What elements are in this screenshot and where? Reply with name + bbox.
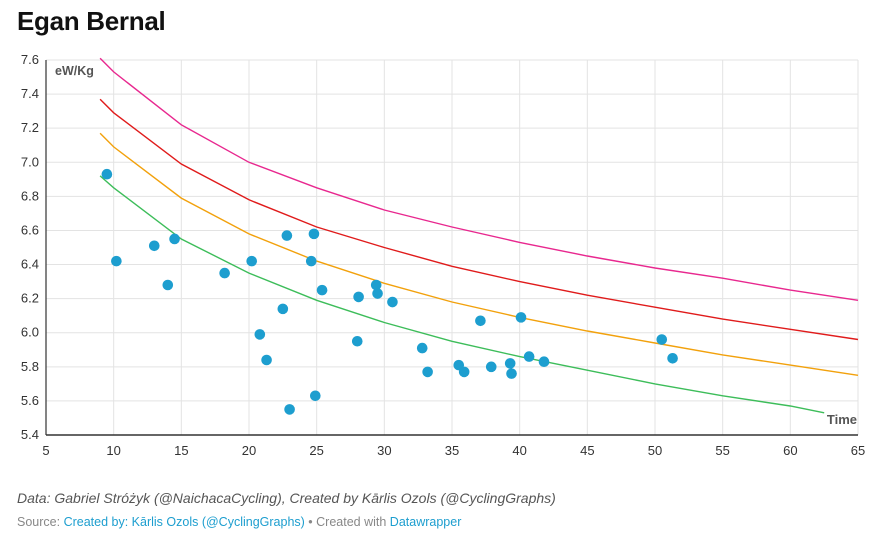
- y-tick-label: 5.6: [21, 393, 39, 408]
- data-point[interactable]: [254, 329, 266, 340]
- data-point[interactable]: [485, 361, 497, 373]
- curve-orange: [99, 132, 859, 376]
- grid: [46, 59, 859, 435]
- data-point[interactable]: [416, 342, 428, 354]
- x-tick-label: 30: [377, 443, 391, 458]
- x-tick-label: 45: [580, 443, 594, 458]
- x-tick-label: 35: [445, 443, 459, 458]
- y-tick-label: 6.2: [21, 291, 39, 306]
- data-point[interactable]: [316, 284, 328, 296]
- source-separator: • Created with: [304, 515, 390, 529]
- y-tick-label: 6.4: [21, 257, 39, 272]
- data-point[interactable]: [305, 255, 317, 267]
- y-tick-label: 6.0: [21, 325, 39, 340]
- x-tick-label: 55: [715, 443, 729, 458]
- x-tick-label: 65: [851, 443, 865, 458]
- datawrapper-link[interactable]: Datawrapper: [389, 515, 462, 529]
- data-point[interactable]: [308, 228, 320, 240]
- y-tick-label: 6.8: [21, 188, 39, 203]
- data-point[interactable]: [281, 230, 293, 241]
- y-tick-label: 6.6: [21, 222, 39, 237]
- y-tick-label: 5.8: [21, 359, 39, 374]
- data-point[interactable]: [101, 168, 113, 180]
- y-axis-label: eW/Kg: [55, 64, 94, 78]
- x-tick-label: 25: [309, 443, 323, 458]
- source-label: Source:: [17, 515, 61, 529]
- data-point[interactable]: [538, 356, 550, 368]
- data-point[interactable]: [310, 390, 321, 402]
- data-point[interactable]: [656, 334, 668, 345]
- x-tick-label: 15: [174, 443, 188, 458]
- data-point[interactable]: [387, 296, 398, 308]
- x-axis-label: Time: [827, 412, 857, 427]
- chart-title: Egan Bernal: [17, 6, 166, 36]
- data-point[interactable]: [372, 288, 383, 299]
- y-tick-label: 7.4: [21, 86, 39, 101]
- y-tick-label: 7.6: [21, 52, 39, 67]
- data-point[interactable]: [506, 368, 517, 379]
- x-tick-label: 60: [783, 443, 797, 458]
- data-point[interactable]: [162, 279, 174, 291]
- data-point[interactable]: [261, 354, 272, 366]
- data-point[interactable]: [353, 291, 364, 303]
- data-point[interactable]: [422, 366, 433, 378]
- chart-notes: Data: Gabriel Stróżyk (@NaichacaCycling)…: [17, 490, 556, 506]
- axes: 5.4 5.6 5.8 6.0 6.2 6.4 6.6 6.8 7.0 7.2 7.4 7.6 5 10 1…: [21, 52, 865, 458]
- y-tick-label: 7.0: [21, 154, 39, 169]
- data-point[interactable]: [351, 335, 363, 347]
- data-point[interactable]: [148, 240, 160, 252]
- data-point[interactable]: [515, 312, 527, 323]
- data-point[interactable]: [458, 366, 470, 378]
- x-tick-label: 40: [512, 443, 526, 458]
- x-tick-label: 50: [648, 443, 662, 458]
- data-point[interactable]: [246, 255, 258, 267]
- x-tick-label: 20: [242, 443, 256, 458]
- source-link[interactable]: Created by: Kārlis Ozols (@CyclingGraphs…: [63, 515, 305, 529]
- y-tick-label: 7.2: [21, 120, 39, 135]
- data-point[interactable]: [667, 352, 678, 364]
- curve-red: [99, 98, 859, 341]
- y-tick-label: 5.4: [21, 427, 39, 442]
- data-points: [101, 168, 678, 415]
- curve-green: [99, 175, 825, 414]
- data-point[interactable]: [111, 255, 122, 267]
- data-point[interactable]: [169, 233, 180, 245]
- data-point[interactable]: [277, 303, 289, 315]
- data-point[interactable]: [284, 404, 295, 415]
- curves: [99, 57, 859, 414]
- curve-pink: [99, 57, 859, 301]
- chart-source: Source: Created by: Kārlis Ozols (@Cycli…: [17, 515, 461, 529]
- data-point[interactable]: [523, 351, 535, 362]
- x-tick-label: 5: [42, 443, 49, 458]
- data-point[interactable]: [504, 358, 516, 369]
- data-point[interactable]: [370, 279, 382, 291]
- x-tick-label: 10: [106, 443, 120, 458]
- data-point[interactable]: [475, 315, 486, 327]
- data-point[interactable]: [219, 267, 230, 279]
